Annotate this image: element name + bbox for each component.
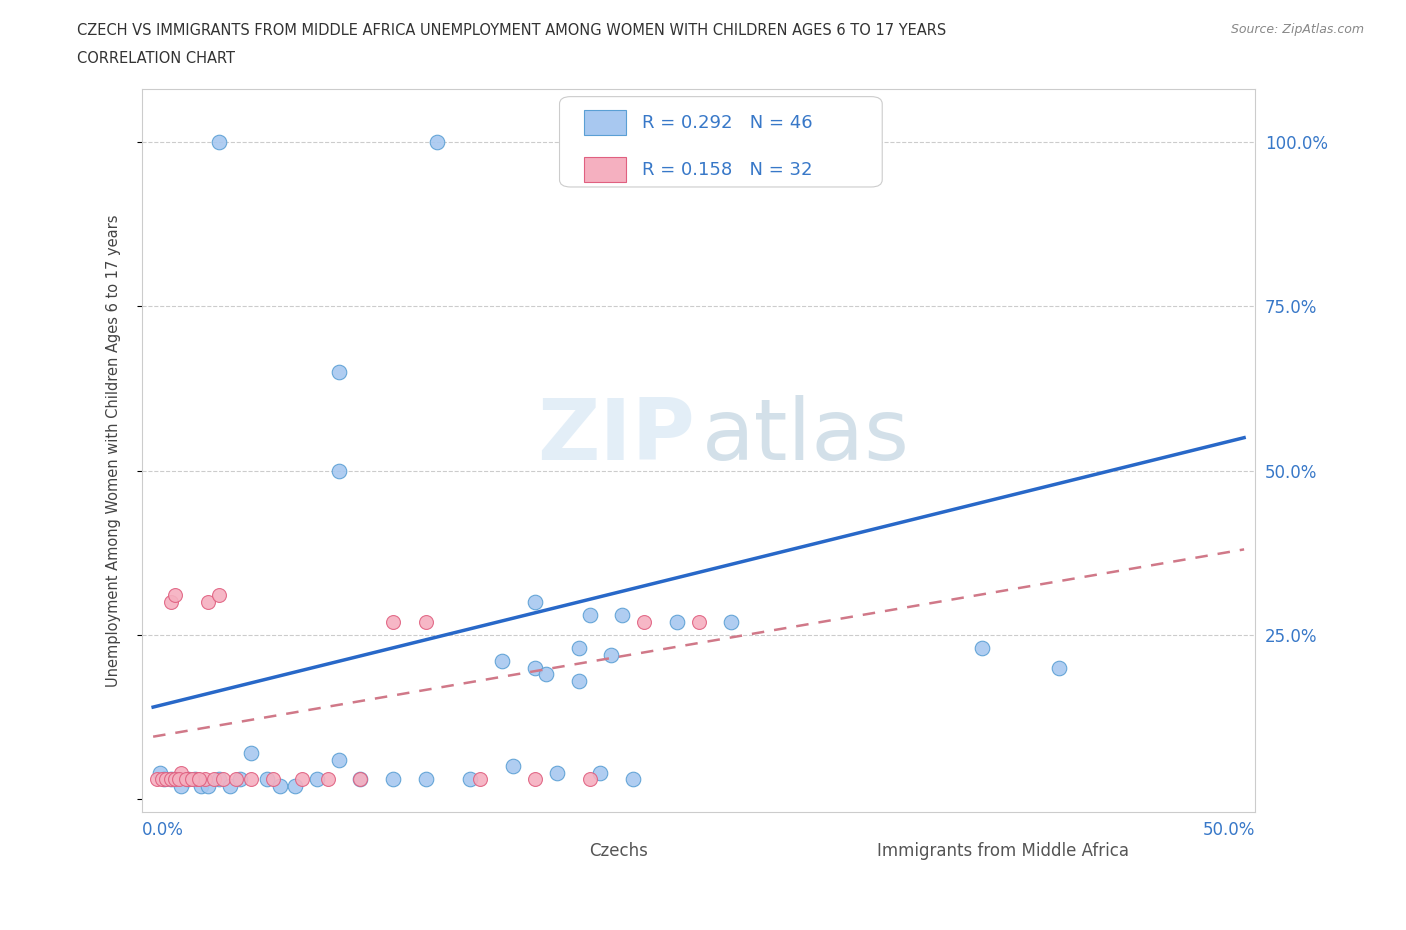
Point — [240, 772, 263, 787]
Point — [240, 746, 263, 761]
Point — [262, 772, 284, 787]
Point — [1047, 660, 1070, 675]
Point — [568, 673, 591, 688]
Text: R = 0.292   N = 46: R = 0.292 N = 46 — [643, 113, 813, 132]
Point — [470, 772, 492, 787]
FancyBboxPatch shape — [583, 111, 626, 135]
Point — [256, 772, 278, 787]
Text: Source: ZipAtlas.com: Source: ZipAtlas.com — [1230, 23, 1364, 36]
Point — [578, 772, 600, 787]
Y-axis label: Unemployment Among Women with Children Ages 6 to 17 years: Unemployment Among Women with Children A… — [107, 215, 121, 687]
FancyBboxPatch shape — [548, 841, 579, 859]
Point — [720, 614, 742, 629]
FancyBboxPatch shape — [560, 97, 882, 187]
Point — [149, 765, 172, 780]
Point — [159, 772, 181, 787]
Point — [197, 778, 219, 793]
Point — [862, 135, 884, 150]
Point — [568, 641, 591, 656]
Point — [146, 772, 169, 787]
Point — [169, 772, 191, 787]
Point — [290, 772, 312, 787]
Point — [183, 772, 205, 787]
Text: Czechs: Czechs — [589, 842, 648, 859]
Point — [382, 772, 405, 787]
Text: Immigrants from Middle Africa: Immigrants from Middle Africa — [877, 842, 1129, 859]
Point — [170, 778, 193, 793]
Point — [163, 772, 186, 787]
Point — [688, 614, 710, 629]
Text: CORRELATION CHART: CORRELATION CHART — [77, 51, 235, 66]
Point — [155, 772, 177, 787]
Point — [458, 772, 481, 787]
Point — [174, 772, 197, 787]
Point — [578, 607, 600, 622]
Point — [225, 772, 247, 787]
Point — [621, 772, 644, 787]
Point — [523, 594, 546, 609]
Point — [269, 778, 291, 793]
Point — [589, 765, 612, 780]
Point — [194, 772, 217, 787]
Point — [284, 778, 307, 793]
Point — [523, 660, 546, 675]
Point — [197, 594, 219, 609]
Point — [186, 772, 208, 787]
FancyBboxPatch shape — [832, 841, 863, 859]
Point — [159, 772, 181, 787]
Text: R = 0.158   N = 32: R = 0.158 N = 32 — [643, 161, 813, 179]
Point — [546, 765, 568, 780]
Text: ZIP: ZIP — [537, 395, 696, 478]
Text: CZECH VS IMMIGRANTS FROM MIDDLE AFRICA UNEMPLOYMENT AMONG WOMEN WITH CHILDREN AG: CZECH VS IMMIGRANTS FROM MIDDLE AFRICA U… — [77, 23, 946, 38]
Text: atlas: atlas — [702, 395, 910, 478]
Point — [316, 772, 339, 787]
Point — [600, 647, 623, 662]
Point — [218, 778, 240, 793]
Point — [153, 772, 176, 787]
Point — [328, 463, 350, 478]
Point — [207, 135, 229, 150]
Point — [188, 772, 211, 787]
Point — [491, 654, 513, 669]
Point — [159, 594, 181, 609]
Point — [612, 607, 634, 622]
Point — [633, 614, 655, 629]
Point — [644, 135, 666, 150]
Point — [502, 759, 524, 774]
Point — [349, 772, 371, 787]
Point — [207, 588, 229, 603]
Point — [177, 772, 200, 787]
Point — [212, 772, 235, 787]
Point — [523, 772, 546, 787]
Text: 0.0%: 0.0% — [142, 821, 184, 839]
Point — [207, 772, 229, 787]
Point — [229, 772, 252, 787]
Point — [972, 641, 994, 656]
Point — [170, 765, 193, 780]
Point — [349, 772, 371, 787]
Point — [305, 772, 328, 787]
Point — [665, 614, 688, 629]
Text: 50.0%: 50.0% — [1202, 821, 1256, 839]
Point — [382, 614, 405, 629]
Point — [328, 752, 350, 767]
Point — [150, 772, 173, 787]
Point — [328, 365, 350, 379]
FancyBboxPatch shape — [583, 157, 626, 182]
Point — [426, 135, 449, 150]
Point — [181, 772, 204, 787]
Point — [177, 772, 200, 787]
Point — [534, 667, 557, 682]
Point — [415, 772, 437, 787]
Point — [163, 772, 186, 787]
Point — [190, 778, 212, 793]
Point — [202, 772, 225, 787]
Point — [163, 588, 186, 603]
Point — [415, 614, 437, 629]
